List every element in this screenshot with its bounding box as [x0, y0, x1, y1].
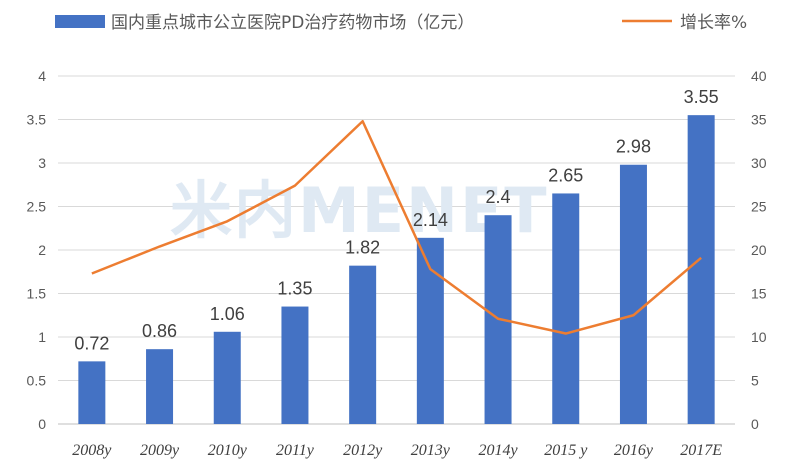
bar-data-label: 0.86	[142, 321, 177, 341]
bar	[146, 349, 174, 424]
x-tick-label: 2008y	[72, 442, 112, 459]
bar-data-label: 1.06	[210, 304, 245, 324]
bar	[281, 306, 309, 424]
y-right-tick-label: 35	[751, 112, 767, 128]
bar-data-label: 2.14	[413, 210, 448, 230]
bar-series	[78, 115, 715, 425]
x-tick-label: 2011y	[276, 442, 315, 459]
bar	[213, 331, 241, 424]
data-labels: 0.72 0.86 1.06 1.35 1.82 2.14 2.4 2.65 2.98 3.55	[74, 87, 718, 353]
y-right-tick-label: 40	[751, 68, 767, 84]
y-axis-left: 0 0.5 1 1.5 2 2.5 3 3.5 4	[27, 68, 47, 432]
x-tick-label: 2010y	[208, 442, 248, 459]
x-axis: 2008y 2009y 2010y 2011y 2012y 2013y 2014y 2015 …	[72, 442, 722, 459]
watermark: 米内MENET	[170, 174, 549, 247]
y-left-tick-label: 3	[38, 155, 46, 171]
bar	[78, 361, 106, 424]
bar-data-label: 2.4	[486, 187, 511, 207]
bar-data-label: 3.55	[684, 87, 719, 107]
y-right-tick-label: 10	[751, 329, 767, 345]
y-left-tick-label: 3.5	[27, 112, 47, 128]
bar-data-label: 2.65	[548, 165, 583, 185]
bar	[349, 265, 377, 424]
x-tick-label: 2016y	[614, 442, 654, 459]
y-left-tick-label: 2.5	[27, 199, 47, 215]
x-tick-label: 2012y	[343, 442, 383, 459]
bar	[416, 237, 444, 424]
x-tick-label: 2017E	[680, 442, 722, 459]
bar	[687, 115, 715, 425]
y-left-tick-label: 1	[38, 329, 46, 345]
legend-label-line: 增长率%	[680, 13, 747, 33]
bar	[619, 164, 647, 425]
y-left-tick-label: 4	[38, 68, 46, 84]
y-left-tick-label: 0.5	[27, 373, 47, 389]
y-left-tick-label: 0	[38, 416, 46, 432]
x-tick-label: 2015 y	[544, 442, 588, 459]
y-right-tick-label: 5	[751, 373, 759, 389]
legend-label-bar: 国内重点城市公立医院PD治疗药物市场（亿元）	[111, 13, 474, 33]
x-tick-label: 2009y	[140, 442, 180, 459]
bar-data-label: 1.35	[277, 279, 312, 299]
bar	[552, 193, 580, 424]
y-right-tick-label: 30	[751, 155, 767, 171]
y-right-tick-label: 25	[751, 199, 767, 215]
y-left-tick-label: 2	[38, 242, 46, 258]
y-right-tick-label: 20	[751, 242, 767, 258]
line-series	[91, 119, 702, 335]
growth-rate-line	[91, 119, 702, 335]
x-tick-label: 2014y	[478, 442, 518, 459]
y-right-tick-label: 15	[751, 286, 767, 302]
bar-data-label: 1.82	[345, 238, 380, 258]
legend: 国内重点城市公立医院PD治疗药物市场（亿元） 增长率%	[55, 13, 747, 33]
x-tick-label: 2013y	[411, 442, 451, 459]
legend-swatch-bar	[55, 15, 105, 28]
bar-data-label: 2.98	[616, 137, 651, 157]
y-axis-right: 0 5 10 15 20 25 30 35 40	[751, 68, 767, 432]
bar-data-label: 0.72	[74, 333, 109, 353]
y-left-tick-label: 1.5	[27, 286, 47, 302]
y-right-tick-label: 0	[751, 416, 759, 432]
